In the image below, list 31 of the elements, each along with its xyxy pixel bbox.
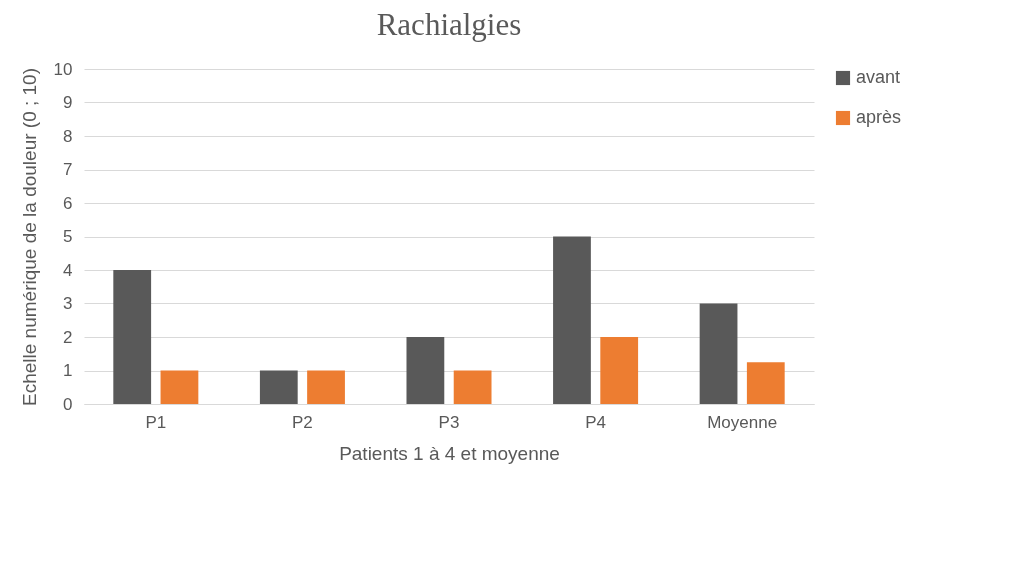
y-tick-label: 9 bbox=[63, 93, 73, 112]
legend-label: après bbox=[856, 107, 902, 127]
x-tick-label: P4 bbox=[585, 412, 606, 432]
bar bbox=[453, 370, 492, 404]
bar bbox=[600, 337, 639, 404]
y-tick-label: 4 bbox=[63, 260, 73, 280]
bar bbox=[113, 270, 152, 404]
bar bbox=[406, 337, 445, 404]
x-axis-title: Patients 1 à 4 et moyenne bbox=[339, 442, 560, 464]
legend-label: avant bbox=[856, 67, 901, 87]
y-tick-label: 0 bbox=[63, 394, 73, 414]
y-axis-title: Echelle numérique de la douleur (0 ; 10) bbox=[18, 68, 40, 406]
y-tick-label: 7 bbox=[63, 160, 73, 179]
x-tick-label: P1 bbox=[145, 412, 167, 432]
bar bbox=[746, 362, 785, 404]
y-tick-label: 5 bbox=[63, 227, 73, 246]
y-tick-label: 6 bbox=[63, 193, 73, 213]
x-tick-label: Moyenne bbox=[707, 412, 778, 432]
bar bbox=[699, 303, 738, 404]
bar bbox=[307, 370, 345, 404]
y-tick-label: 3 bbox=[63, 294, 73, 313]
y-tick-label: 2 bbox=[63, 327, 73, 347]
y-tick-label: 8 bbox=[63, 126, 73, 146]
bar bbox=[259, 370, 298, 404]
y-tick-label: 10 bbox=[53, 59, 73, 79]
x-tick-label: P3 bbox=[438, 412, 460, 432]
chart-title: Rachialgies bbox=[376, 7, 522, 42]
y-tick-label: 1 bbox=[63, 361, 73, 380]
x-tick-label: P2 bbox=[292, 412, 313, 432]
bar bbox=[553, 236, 591, 404]
bar bbox=[160, 370, 199, 404]
